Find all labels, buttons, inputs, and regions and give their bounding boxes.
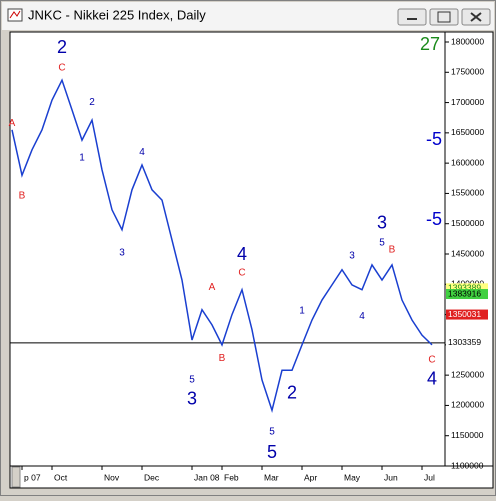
price-marker-label: 1303359	[448, 337, 481, 347]
y-tick-label: 1200000	[451, 400, 484, 410]
wave-label: 4	[359, 311, 365, 322]
price-marker-box	[446, 309, 488, 320]
price-marker-label: 1383916	[448, 288, 481, 298]
price-axis	[444, 31, 494, 467]
y-tick-label: 1100000	[451, 460, 484, 470]
y-tick-label: 1250000	[451, 369, 484, 379]
corner-label: 27	[420, 34, 440, 54]
wave-label: C	[238, 267, 245, 278]
y-tick-label: 1550000	[451, 188, 484, 198]
price-marker-label: 1393389	[448, 283, 481, 293]
side-mark: -5	[426, 209, 442, 229]
window-title: JNKC - Nikkei 225 Index, Daily	[28, 7, 206, 22]
wave-label: 5	[269, 427, 275, 438]
wave-label: 2	[287, 383, 297, 403]
x-tick-label: Dec	[144, 472, 160, 482]
wave-label: C	[428, 355, 435, 366]
wave-label: B	[219, 353, 226, 364]
price-line	[11, 78, 433, 413]
y-tick-label: 1700000	[451, 97, 484, 107]
y-tick-label: 1500000	[451, 218, 484, 228]
wave-label: B	[19, 190, 26, 201]
price-marker-box	[446, 283, 488, 294]
x-tick-label: Mar	[264, 472, 279, 482]
maximize-button[interactable]	[429, 8, 459, 26]
x-tick-label: Oct	[54, 472, 68, 482]
wave-label: 3	[187, 389, 197, 409]
close-glyph	[470, 12, 482, 22]
wave-label: 5	[189, 375, 195, 386]
wave-label: A	[209, 282, 216, 293]
y-tick-label: 1150000	[451, 430, 484, 440]
wave-label: B	[389, 244, 396, 255]
y-tick-label: 1450000	[451, 248, 484, 258]
x-tick-label: May	[344, 472, 361, 482]
maximize-glyph	[437, 11, 451, 23]
wave-label: 3	[119, 247, 125, 258]
time-axis	[9, 465, 494, 489]
side-mark: -5	[426, 129, 442, 149]
wave-label: C	[58, 63, 65, 74]
x-tick-label: Jul	[424, 472, 435, 482]
y-tick-label: 1650000	[451, 127, 484, 137]
price-marker-box	[446, 289, 488, 300]
x-tick-label: Feb	[224, 472, 239, 482]
wave-label: 3	[349, 250, 355, 261]
app-icon	[7, 8, 23, 22]
wave-label: 5	[267, 442, 277, 462]
price-marker-box	[446, 337, 488, 348]
x-tick-label: Nov	[104, 472, 120, 482]
wave-label: 5	[379, 238, 385, 249]
wave-label: 1	[79, 152, 85, 163]
wave-label: 4	[139, 147, 145, 158]
y-tick-label: 1800000	[451, 36, 484, 46]
minimize-glyph	[407, 18, 417, 20]
y-tick-label: 1600000	[451, 157, 484, 167]
x-tick-label: Jun	[384, 472, 398, 482]
scroll-thumb[interactable]	[11, 466, 21, 488]
x-tick-label: Jan 08	[194, 472, 220, 482]
x-tick-label: p 07	[24, 472, 41, 482]
price-marker-label: 1350031	[448, 309, 481, 319]
y-tick-label: 1750000	[451, 67, 484, 77]
wave-label: 3	[377, 212, 387, 232]
wave-label: 2	[89, 97, 95, 108]
x-tick-label: Apr	[304, 472, 317, 482]
plot-area	[9, 31, 446, 467]
wave-label: 4	[237, 244, 247, 264]
minimize-button[interactable]	[397, 8, 427, 26]
wave-label: A	[9, 118, 16, 129]
app-icon-glyph	[9, 10, 21, 19]
wave-label: 4	[427, 369, 437, 389]
wave-label: 2	[57, 37, 67, 57]
wave-label: 1	[299, 306, 305, 317]
